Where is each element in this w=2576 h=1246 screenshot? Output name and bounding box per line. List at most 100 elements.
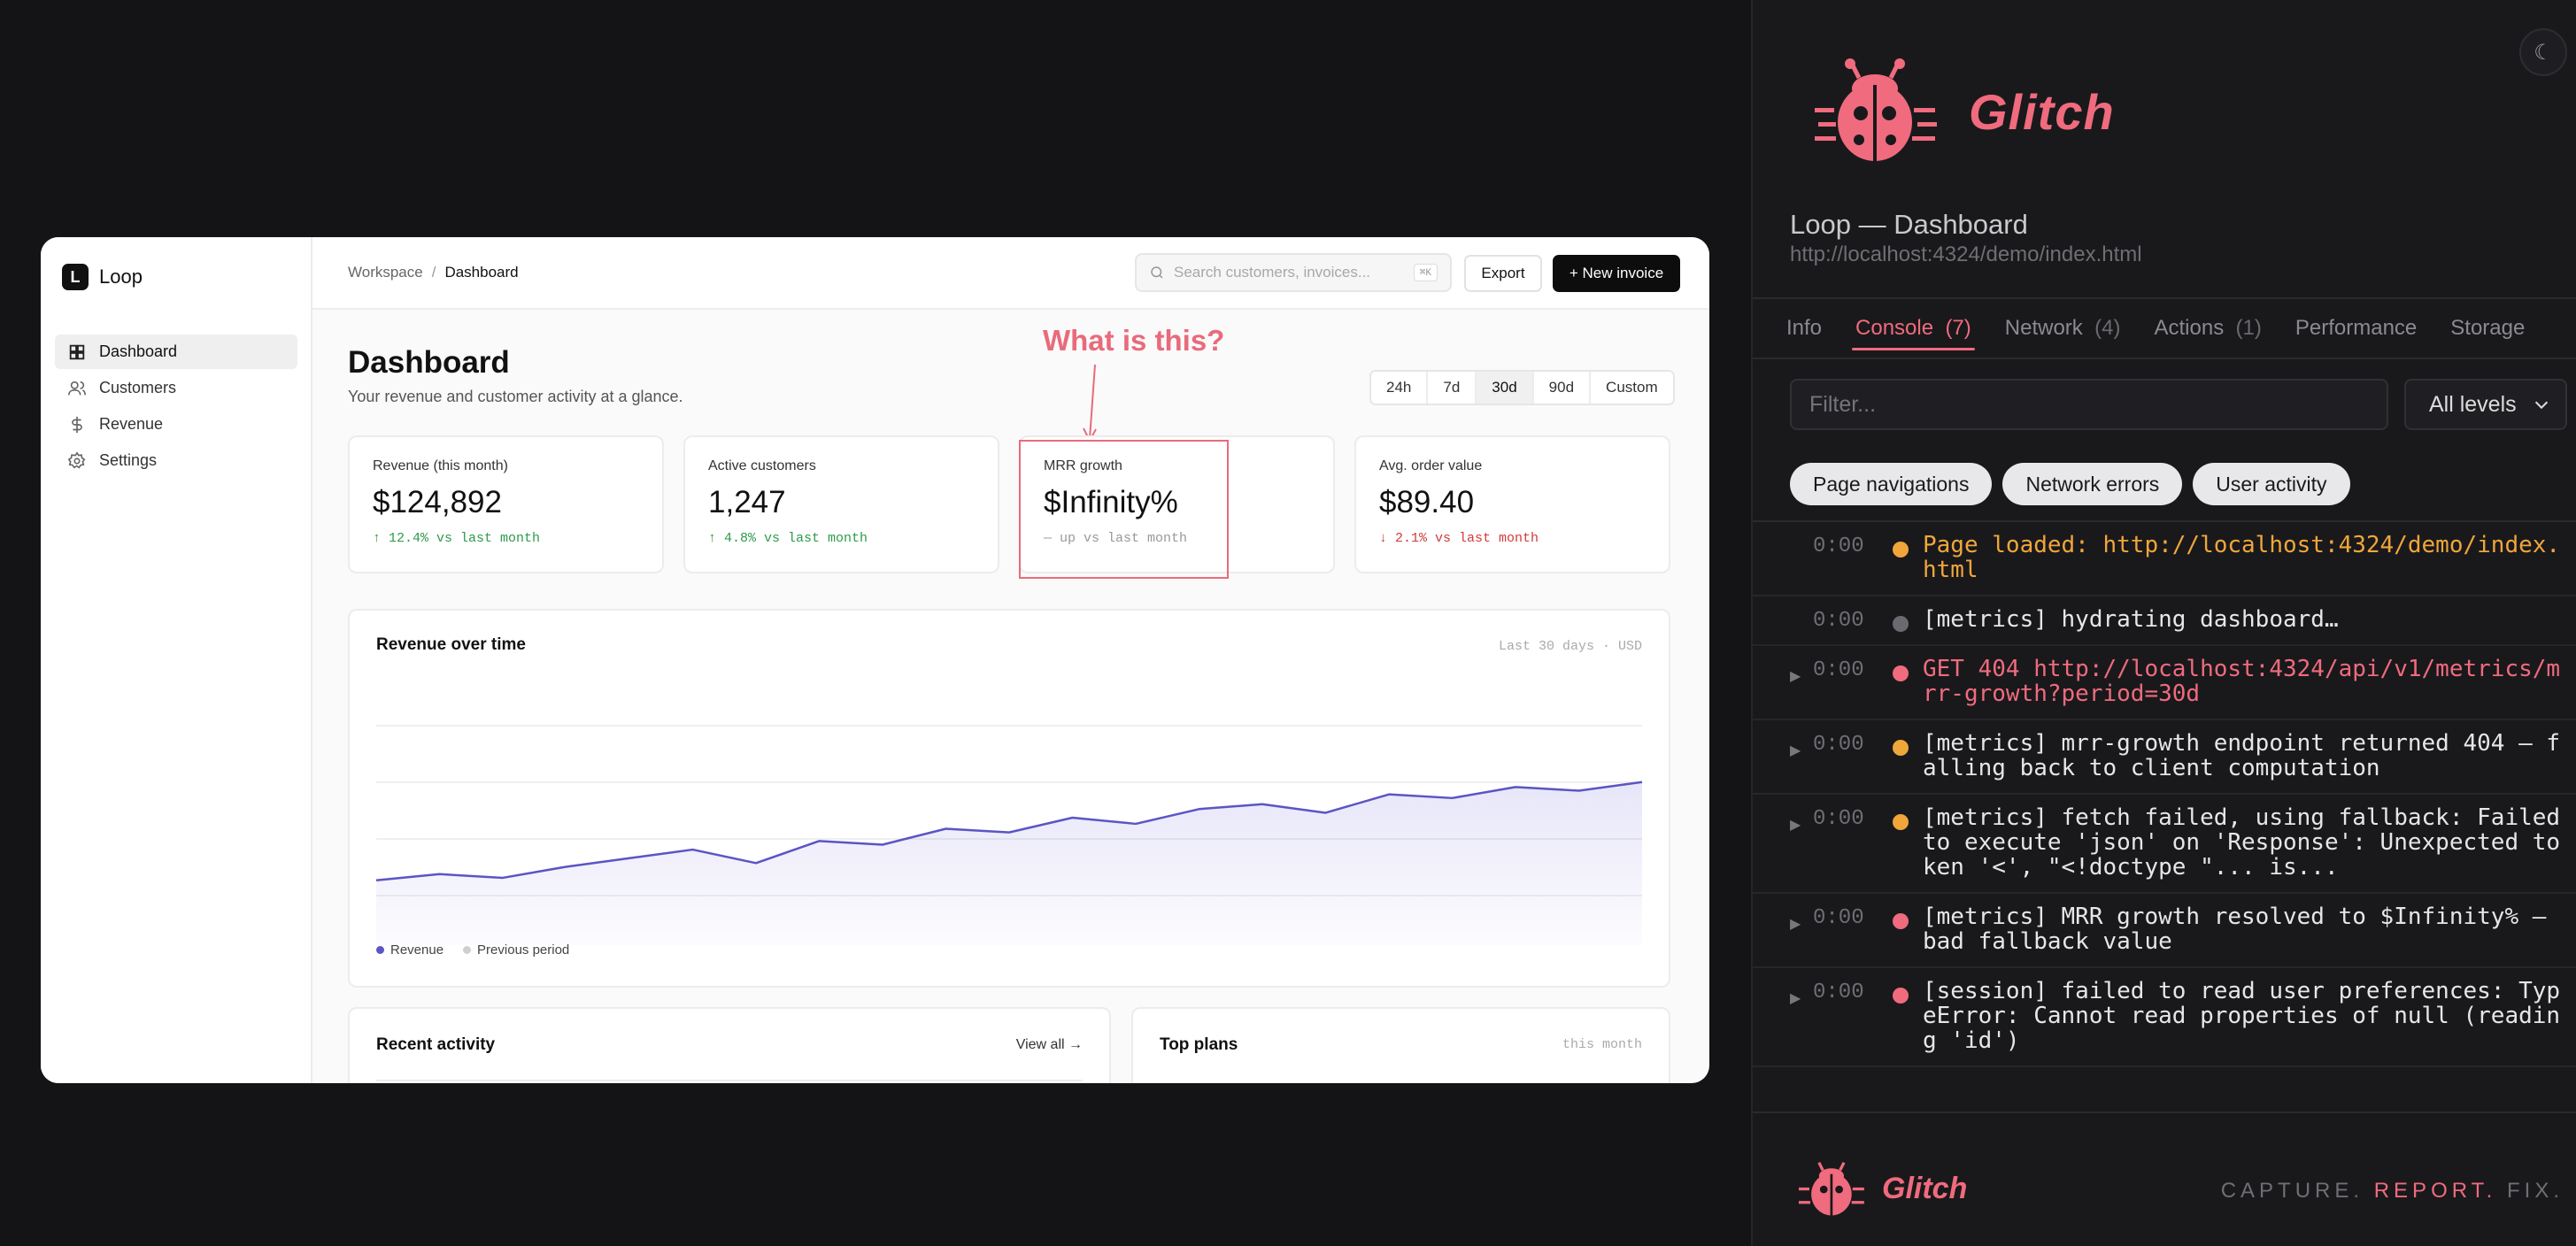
tab-console[interactable]: Console (7): [1852, 299, 1975, 358]
console-log-row[interactable]: ▶ 0:00 [metrics] fetch failed, using fallb…: [1753, 795, 2576, 894]
expand-caret-icon[interactable]: ▶: [1790, 917, 1801, 932]
tagline-fix: FIX.: [2506, 1179, 2564, 1203]
sidebar-item-settings[interactable]: Settings: [55, 443, 297, 478]
export-button[interactable]: Export: [1464, 255, 1542, 292]
app-window: L Loop Dashboard Customers Revenue Setti…: [41, 237, 1709, 1083]
search-icon: [1151, 266, 1163, 279]
sidebar: L Loop Dashboard Customers Revenue Setti…: [41, 237, 312, 1083]
log-message: [session] failed to read user preference…: [1923, 978, 2561, 1054]
tab-storage[interactable]: Storage: [2450, 299, 2525, 358]
kpi-delta: ↑ 4.8% vs last month: [708, 531, 868, 546]
tab-label: Network: [2004, 316, 2083, 340]
search-input[interactable]: [1174, 264, 1414, 281]
legend-item-previous: Previous period: [463, 942, 569, 958]
theme-toggle-button[interactable]: ☾: [2519, 28, 2567, 76]
console-log-row[interactable]: ▶ 0:00 [metrics] mrr-growth endpoint retur…: [1753, 720, 2576, 795]
log-time: 0:00: [1813, 981, 1864, 1004]
kpi-delta: ↓ 2.1% vs last month: [1379, 531, 1539, 546]
console-log-row[interactable]: ▶ 0:00 GET 404 http://localhost:4324/api/v…: [1753, 646, 2576, 720]
log-time: 0:00: [1813, 658, 1864, 682]
kpi-value: $124,892: [373, 485, 502, 519]
tab-label: Console: [1855, 316, 1934, 340]
page-subtitle: Your revenue and customer activity at a …: [348, 388, 683, 405]
page-title: Dashboard: [348, 345, 510, 380]
console-filter-input[interactable]: [1790, 379, 2388, 430]
tab-count: (7): [1945, 316, 1971, 340]
range-7d-button[interactable]: 7d: [1428, 372, 1477, 404]
new-invoice-button[interactable]: + New invoice: [1553, 255, 1680, 292]
tab-label: Performance: [2294, 316, 2418, 340]
console-log-row: 0:00 [metrics] hydrating dashboard…: [1753, 596, 2576, 646]
range-90d-button[interactable]: 90d: [1533, 372, 1592, 404]
console-log-row[interactable]: ▶ 0:00 [session] failed to read user prefe…: [1753, 968, 2576, 1067]
tab-actions[interactable]: Actions (1): [2155, 299, 2262, 358]
range-custom-button[interactable]: Custom: [1591, 372, 1673, 404]
log-level-dot: [1893, 740, 1909, 756]
log-message: [metrics] mrr-growth endpoint returned 4…: [1923, 730, 2561, 781]
sidebar-item-dashboard[interactable]: Dashboard: [55, 335, 297, 369]
expand-caret-icon[interactable]: ▶: [1790, 991, 1801, 1006]
breadcrumb-current: Dashboard: [444, 264, 519, 281]
range-24h-button[interactable]: 24h: [1371, 372, 1429, 404]
chevron-down-icon: [2534, 401, 2549, 410]
annotation-label: What is this?: [1043, 324, 1225, 357]
users-icon: [68, 381, 86, 395]
console-log-row[interactable]: ▶ 0:00 [metrics] MRR growth resolved to $I…: [1753, 894, 2576, 968]
view-all-link[interactable]: View all →: [1015, 1037, 1083, 1052]
log-message: Page loaded: http://localhost:4324/demo/…: [1923, 532, 2561, 583]
top-plans-card: Top plans this month: [1131, 1007, 1670, 1083]
chart-area-revenue: [376, 781, 1642, 945]
search-box[interactable]: ⌘K: [1135, 253, 1452, 292]
chart-legend: Revenue Previous period: [376, 942, 569, 958]
chip-user-activity[interactable]: User activity: [2193, 463, 2350, 505]
tab-count: (1): [2235, 316, 2262, 340]
log-level-select[interactable]: All levels: [2404, 379, 2567, 430]
log-level-dot: [1893, 616, 1909, 632]
sidebar-item-customers[interactable]: Customers: [55, 371, 297, 405]
chip-network-errors[interactable]: Network errors: [2002, 463, 2183, 505]
tagline-capture: CAPTURE.: [2220, 1179, 2364, 1203]
expand-caret-icon[interactable]: ▶: [1790, 669, 1801, 684]
top-bar: Workspace / Dashboard ⌘K Export + New invo…: [312, 237, 1709, 310]
log-level-dot: [1893, 665, 1909, 681]
chart-line-revenue: [375, 781, 1643, 881]
expand-caret-icon[interactable]: ▶: [1790, 818, 1801, 833]
kpi-label: Avg. order value: [1379, 458, 1483, 473]
log-time: 0:00: [1813, 535, 1864, 558]
sidebar-nav: Dashboard Customers Revenue Settings: [55, 335, 297, 480]
tab-network[interactable]: Network (4): [2005, 299, 2121, 358]
kpi-row: Revenue (this month) $124,892 ↑ 12.4% vs…: [348, 435, 1670, 579]
log-level-dot: [1893, 988, 1909, 1004]
chart-meta: Last 30 days · USD: [1498, 639, 1642, 654]
revenue-chart-card: Revenue over time Last 30 days · USD Rev…: [348, 609, 1670, 988]
captured-page-url: http://localhost:4324/demo/index.html: [1790, 242, 2142, 266]
sidebar-item-label: Revenue: [99, 415, 164, 433]
footer-logo: Glitch: [1799, 1159, 1967, 1218]
tab-label: Actions: [2154, 316, 2225, 340]
date-range-selector: 24h 7d 30d 90d Custom: [1369, 370, 1675, 405]
log-level-value: All levels: [2429, 391, 2517, 417]
grid-icon: [69, 344, 85, 359]
log-level-dot: [1893, 542, 1909, 558]
log-message: [metrics] fetch failed, using fallback: …: [1923, 804, 2574, 881]
footer-wordmark: Glitch: [1882, 1171, 1968, 1205]
console-log-row: 0:00 Page loaded: http://localhost:4324/d…: [1753, 522, 2576, 596]
tab-info[interactable]: Info: [1786, 299, 1822, 358]
legend-label: Revenue: [390, 942, 444, 958]
brand[interactable]: L Loop: [62, 264, 143, 290]
tab-label: Info: [1786, 316, 1823, 340]
breadcrumb: Workspace / Dashboard: [348, 264, 519, 281]
legend-swatch: [376, 946, 384, 954]
console-log-list: 0:00 Page loaded: http://localhost:4324/d…: [1753, 522, 2576, 1067]
range-30d-button[interactable]: 30d: [1477, 372, 1534, 404]
footer-tagline: CAPTURE. REPORT. FIX.: [2221, 1179, 2564, 1204]
chip-page-navigations[interactable]: Page navigations: [1790, 463, 1993, 505]
gear-icon: [67, 450, 86, 468]
sidebar-item-revenue[interactable]: Revenue: [55, 407, 297, 442]
tab-performance[interactable]: Performance: [2295, 299, 2417, 358]
log-time: 0:00: [1813, 906, 1864, 930]
kpi-label: Active customers: [708, 458, 816, 473]
panel-tabs: Info Console (7) Network (4) Actions (1)…: [1753, 297, 2576, 359]
breadcrumb-parent[interactable]: Workspace: [348, 264, 423, 281]
expand-caret-icon[interactable]: ▶: [1790, 743, 1801, 758]
